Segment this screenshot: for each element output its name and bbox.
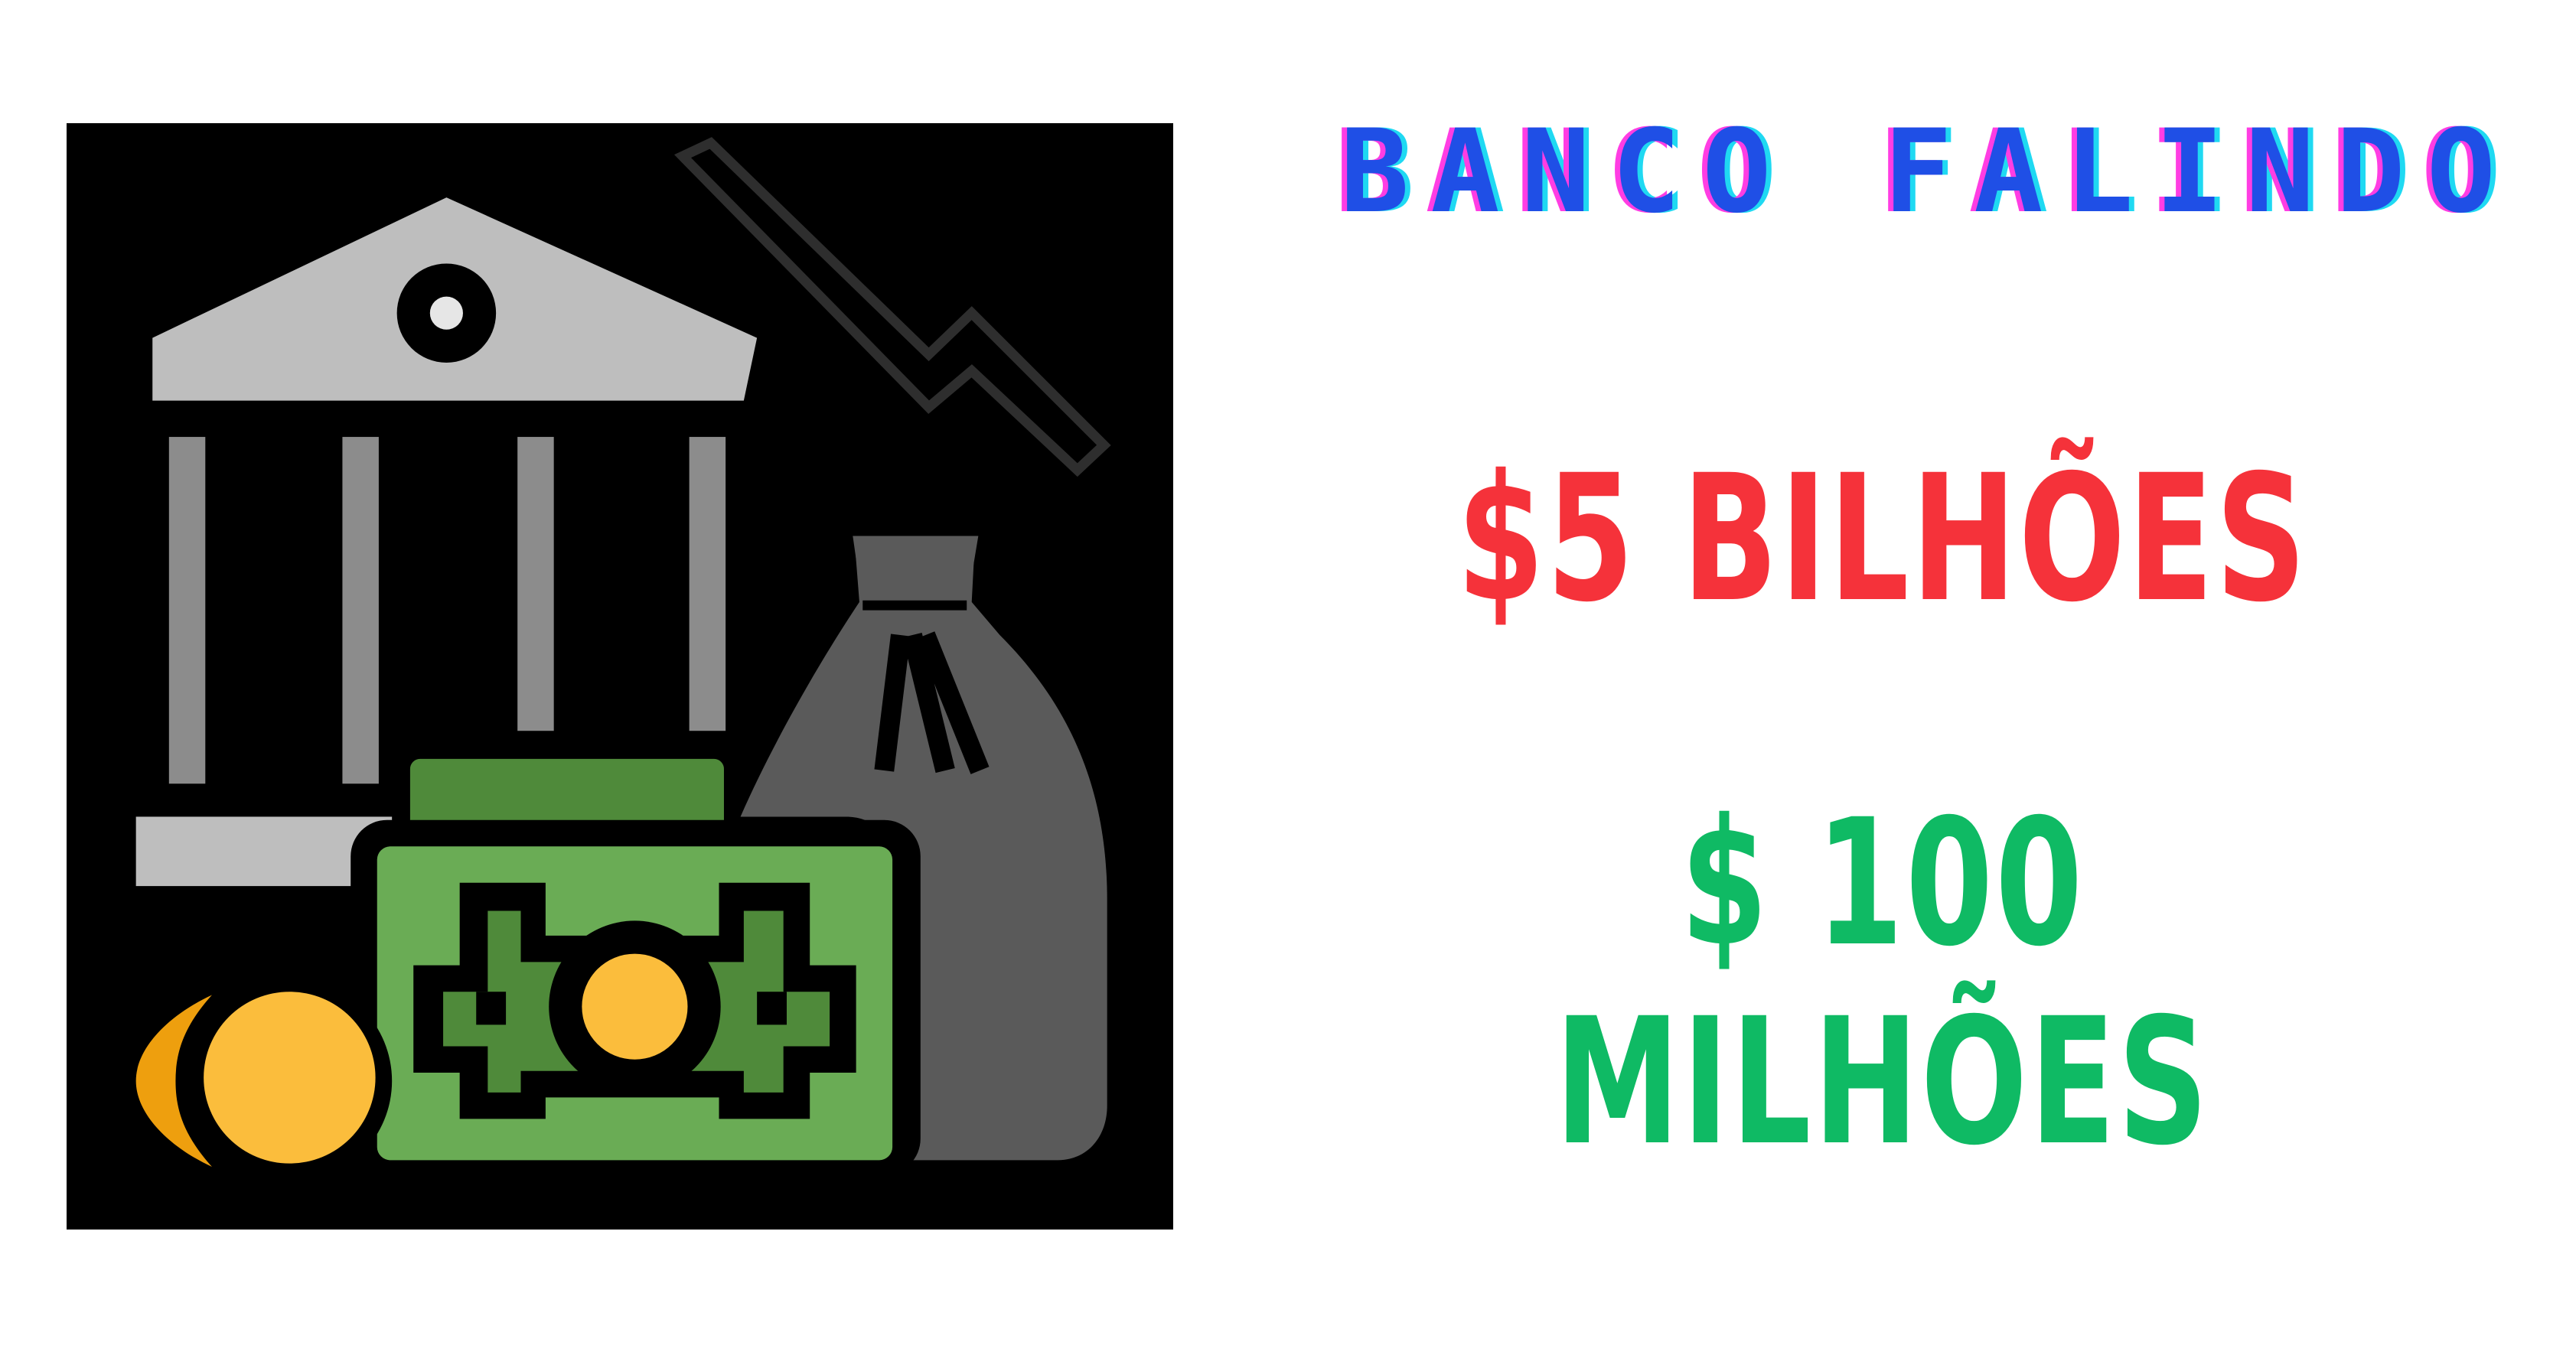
millions-amount-line2: MILHÕES [1554,980,2211,1184]
money-bag-icon [740,536,1107,1161]
coin-icon [135,978,393,1184]
banknote-icon [351,819,921,1175]
bank-building-icon [135,197,758,887]
page-title: BANCO FALINDO [1340,106,2517,239]
downtrend-arrow-icon [674,137,1111,477]
billions-amount: $5 BILHÕES [1456,437,2309,640]
text-panel: BANCO FALINDO $5 BILHÕES $ 100 MILHÕES [1255,0,2556,1355]
failing-bank-illustration [67,123,1173,1230]
millions-amount-line1: $ 100 [1680,781,2085,985]
